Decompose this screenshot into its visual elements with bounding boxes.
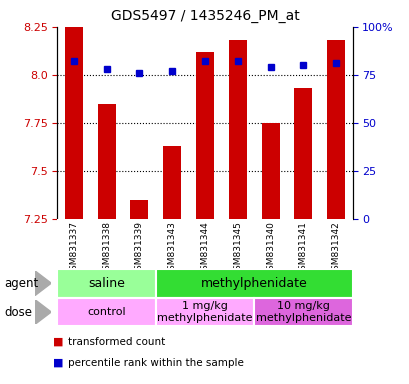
- Text: percentile rank within the sample: percentile rank within the sample: [67, 358, 243, 368]
- Text: control: control: [87, 307, 126, 317]
- Text: GSM831345: GSM831345: [233, 221, 242, 276]
- Text: GSM831341: GSM831341: [298, 221, 307, 276]
- Text: GSM831342: GSM831342: [331, 221, 340, 276]
- Text: methylphenidate: methylphenidate: [200, 277, 307, 290]
- Text: agent: agent: [4, 277, 38, 290]
- Bar: [155, 269, 352, 298]
- Bar: [155, 298, 254, 326]
- Text: GSM831343: GSM831343: [167, 221, 176, 276]
- Bar: [294, 88, 312, 219]
- Bar: [254, 298, 352, 326]
- Text: 1 mg/kg
methylphenidate: 1 mg/kg methylphenidate: [157, 301, 252, 323]
- Bar: [163, 146, 181, 219]
- Text: ■: ■: [53, 358, 64, 368]
- Text: GSM831340: GSM831340: [265, 221, 274, 276]
- Bar: [65, 27, 83, 219]
- Bar: [228, 40, 246, 219]
- Title: GDS5497 / 1435246_PM_at: GDS5497 / 1435246_PM_at: [110, 9, 299, 23]
- Text: GSM831339: GSM831339: [135, 221, 144, 276]
- Bar: [97, 104, 115, 219]
- Text: ■: ■: [53, 337, 64, 347]
- Polygon shape: [35, 300, 51, 324]
- Bar: [261, 123, 279, 219]
- Bar: [130, 200, 148, 219]
- Text: GSM831344: GSM831344: [200, 221, 209, 276]
- Text: saline: saline: [88, 277, 125, 290]
- Bar: [326, 40, 344, 219]
- Bar: [57, 298, 155, 326]
- Bar: [57, 269, 155, 298]
- Bar: [196, 52, 213, 219]
- Text: transformed count: transformed count: [67, 337, 164, 347]
- Text: GSM831337: GSM831337: [69, 221, 78, 276]
- Text: GSM831338: GSM831338: [102, 221, 111, 276]
- Polygon shape: [35, 271, 51, 296]
- Text: dose: dose: [4, 306, 32, 318]
- Text: 10 mg/kg
methylphenidate: 10 mg/kg methylphenidate: [255, 301, 350, 323]
